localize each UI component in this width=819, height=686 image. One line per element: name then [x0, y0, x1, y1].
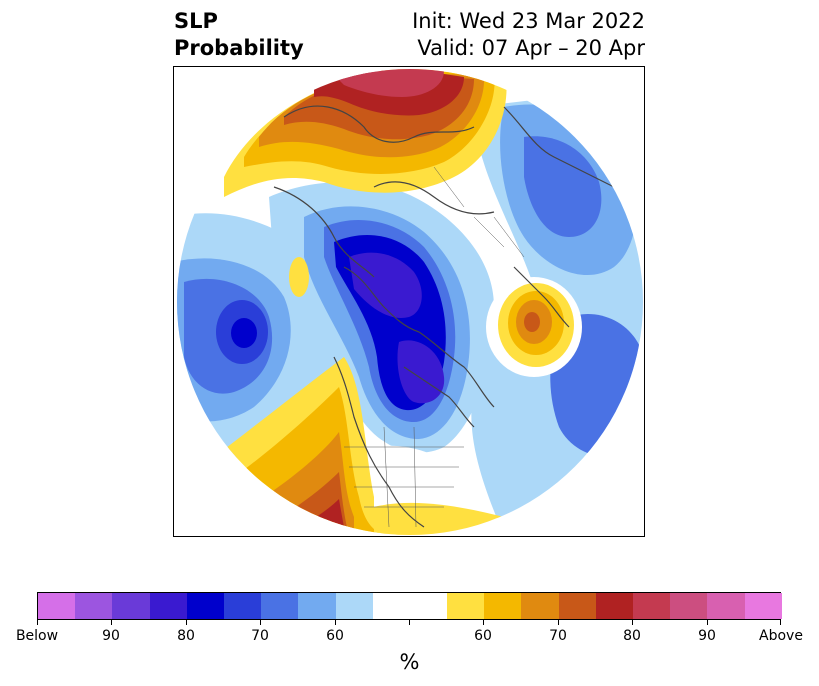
region-asia-below-2: [524, 136, 602, 237]
region-pacific-below-center: [231, 318, 257, 348]
colorbar-segment: [261, 593, 299, 619]
colorbar-label: 80: [177, 628, 195, 644]
colorbar-tick: [707, 620, 708, 625]
colorbar-label: 70: [549, 628, 567, 644]
colorbar-segment: [112, 593, 150, 619]
colorbar-label: 60: [474, 628, 492, 644]
colorbar-segment: [335, 593, 373, 619]
colorbar-tick: [111, 620, 112, 625]
region-arctic-deep: [349, 252, 422, 318]
valid-range: Valid: 07 Apr – 20 Apr: [417, 36, 645, 60]
colorbar-label: 60: [326, 628, 344, 644]
colorbar-tick: [558, 620, 559, 625]
colorbar-segment: [75, 593, 113, 619]
coastlines: [273, 105, 615, 528]
colorbar-label: Below: [15, 628, 59, 644]
region-hudson-deep: [397, 340, 445, 404]
polar-map-svg: [177, 69, 643, 535]
chart-title-right: Init: Wed 23 Mar 2022 Valid: 07 Apr – 20…: [412, 8, 645, 62]
colorbar-segment: [223, 593, 262, 619]
colorbar-segment: [38, 593, 76, 619]
probability-field: [177, 69, 643, 535]
colorbar-tick: [260, 620, 261, 625]
colorbar-segment: [558, 593, 596, 619]
colorbar-segment: [484, 593, 522, 619]
colorbar-label: 70: [251, 628, 269, 644]
colorbar-label: 80: [623, 628, 641, 644]
colorbar-label: Above: [759, 628, 803, 644]
colorbar-segment: [707, 593, 745, 619]
colorbar-tick: [335, 620, 336, 625]
colorbar-tick: [483, 620, 484, 625]
probability-map: [173, 66, 645, 537]
borders: [344, 166, 525, 528]
chart-title-left: SLP Probability: [174, 8, 304, 62]
init-date: Init: Wed 23 Mar 2022: [412, 9, 645, 33]
colorbar-segment: [595, 593, 634, 619]
region-siberia-above-6: [334, 69, 444, 97]
title-type: Probability: [174, 36, 304, 60]
colorbar-segment: [372, 593, 448, 619]
colorbar-label: 90: [102, 628, 120, 644]
colorbar-ticks: [37, 620, 781, 628]
colorbar-segment: [298, 593, 336, 619]
colorbar-segment: [633, 593, 671, 619]
region-pacific-above-small: [289, 257, 309, 297]
colorbar-labels: Below 90 80 70 60 60 70 80 90 Above: [16, 628, 803, 648]
colorbar-segment: [186, 593, 224, 619]
colorbar-unit: %: [399, 650, 420, 674]
title-variable: SLP: [174, 9, 218, 33]
colorbar-segment: [149, 593, 187, 619]
colorbar-tick: [37, 620, 38, 625]
colorbar-tick: [186, 620, 187, 625]
colorbar: [37, 592, 782, 620]
colorbar-segment: [670, 593, 708, 619]
colorbar-tick-center: [409, 620, 410, 625]
colorbar-tick: [780, 620, 781, 625]
colorbar-tick: [632, 620, 633, 625]
colorbar-segment: [521, 593, 559, 619]
colorbar-label: 90: [698, 628, 716, 644]
region-atlantic-above-core: [524, 312, 540, 332]
colorbar-segment: [447, 593, 485, 619]
colorbar-segment: [744, 593, 782, 619]
